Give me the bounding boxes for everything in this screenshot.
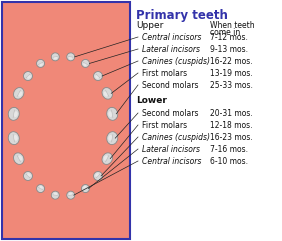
Ellipse shape	[67, 53, 75, 61]
Text: 13-19 mos.: 13-19 mos.	[210, 69, 253, 78]
Text: 7-16 mos.: 7-16 mos.	[210, 145, 248, 154]
Ellipse shape	[54, 57, 57, 60]
Text: Second molars: Second molars	[142, 81, 199, 90]
Text: 12-18 mos.: 12-18 mos.	[210, 121, 252, 130]
Ellipse shape	[108, 111, 112, 117]
Text: come in: come in	[210, 28, 240, 37]
Ellipse shape	[23, 172, 32, 181]
Text: 7-12 mos.: 7-12 mos.	[210, 33, 248, 42]
Ellipse shape	[83, 186, 87, 189]
Text: 6-10 mos.: 6-10 mos.	[210, 157, 248, 166]
Ellipse shape	[8, 107, 19, 120]
Text: 25-33 mos.: 25-33 mos.	[210, 81, 253, 90]
Ellipse shape	[107, 107, 118, 120]
Text: When teeth: When teeth	[210, 21, 255, 30]
Text: Second molars: Second molars	[142, 109, 199, 118]
Ellipse shape	[81, 185, 89, 193]
Ellipse shape	[18, 92, 22, 97]
Text: Central incisors: Central incisors	[142, 157, 201, 166]
Ellipse shape	[107, 132, 118, 145]
Ellipse shape	[14, 135, 18, 141]
Ellipse shape	[37, 60, 45, 67]
Text: Upper: Upper	[136, 21, 163, 30]
Text: Canines (cuspids): Canines (cuspids)	[142, 133, 210, 142]
Ellipse shape	[39, 186, 43, 189]
Ellipse shape	[94, 172, 103, 181]
Ellipse shape	[14, 153, 24, 164]
Ellipse shape	[95, 173, 99, 177]
Ellipse shape	[95, 75, 99, 79]
Ellipse shape	[94, 72, 103, 80]
Ellipse shape	[102, 153, 113, 164]
Ellipse shape	[102, 87, 113, 99]
Bar	[2, 2, 130, 239]
Ellipse shape	[81, 60, 89, 67]
Text: First molars: First molars	[142, 69, 187, 78]
Ellipse shape	[27, 173, 31, 177]
Ellipse shape	[104, 155, 108, 161]
Ellipse shape	[69, 193, 72, 195]
Ellipse shape	[104, 92, 108, 97]
Ellipse shape	[14, 87, 24, 99]
Ellipse shape	[39, 63, 43, 66]
Ellipse shape	[23, 72, 32, 80]
Ellipse shape	[51, 53, 59, 61]
Ellipse shape	[27, 75, 31, 79]
Text: 16-22 mos.: 16-22 mos.	[210, 57, 253, 66]
Text: Lower: Lower	[136, 96, 167, 105]
Text: 20-31 mos.: 20-31 mos.	[210, 109, 253, 118]
Ellipse shape	[14, 111, 18, 117]
Text: Primary teeth: Primary teeth	[136, 9, 228, 22]
Ellipse shape	[67, 191, 75, 199]
Ellipse shape	[108, 135, 112, 141]
Text: 16-23 mos.: 16-23 mos.	[210, 133, 253, 142]
Text: Canines (cuspids): Canines (cuspids)	[142, 57, 210, 66]
Ellipse shape	[8, 132, 19, 145]
Ellipse shape	[83, 63, 87, 66]
Text: Central incisors: Central incisors	[142, 33, 201, 42]
Text: Lateral incisors: Lateral incisors	[142, 145, 200, 154]
Ellipse shape	[37, 185, 45, 193]
Text: 9-13 mos.: 9-13 mos.	[210, 45, 248, 54]
Ellipse shape	[51, 191, 59, 199]
Text: Lateral incisors: Lateral incisors	[142, 45, 200, 54]
Text: First molars: First molars	[142, 121, 187, 130]
Ellipse shape	[69, 57, 72, 60]
Ellipse shape	[54, 193, 57, 195]
Ellipse shape	[18, 155, 22, 161]
